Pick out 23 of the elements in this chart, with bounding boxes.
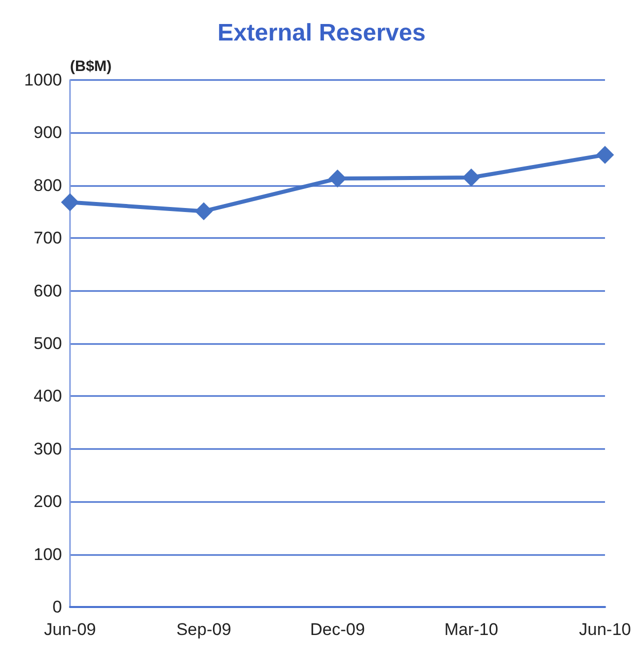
y-tick-label: 100 [34,544,62,564]
point [596,146,614,164]
y-tick-label: 400 [34,386,62,406]
x-tick-label: Mar-10 [444,620,498,639]
y-tick-label: 800 [34,176,62,195]
y-tick-label: 0 [52,598,62,616]
chart-title: External Reserves [217,20,426,46]
y-tick-label: 300 [34,439,62,458]
y-tick-label: 600 [34,281,62,300]
point [328,170,346,188]
point [61,193,79,212]
y-tick-label: 200 [34,492,62,512]
x-tick-label: Jun-10 [579,620,631,639]
x-tick-label: Jun-09 [44,620,96,639]
y-tick-label: 700 [34,228,62,248]
y-tick-label: 900 [34,123,62,142]
x-tick-label: Dec-09 [310,620,365,639]
y-tick-label: 1000 [24,70,62,90]
point [462,168,480,186]
y-axis-title: (B$M) [70,58,112,75]
point [194,202,213,220]
y-tick-label: 500 [34,334,62,353]
x-tick-label: Sep-09 [176,620,232,639]
